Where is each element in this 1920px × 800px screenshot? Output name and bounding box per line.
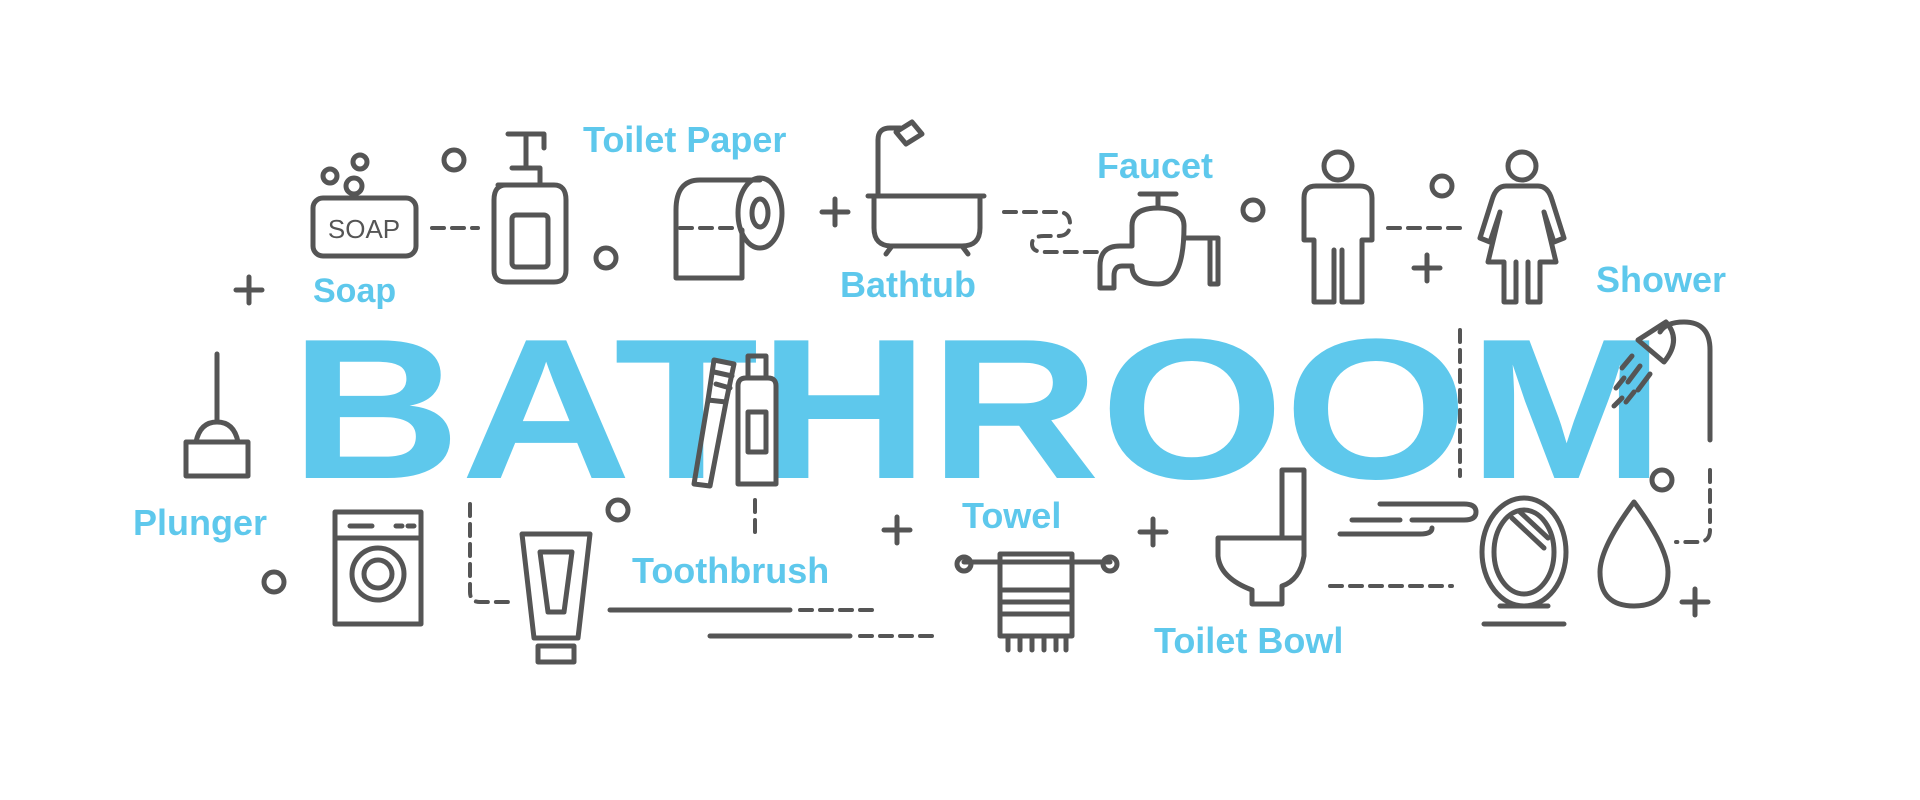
water-drop-icon [1597,499,1671,609]
decorative-circles [261,147,1675,595]
bathtub-icon [865,119,987,257]
man-icon [1301,149,1375,305]
toothbrush-icon [691,357,737,489]
label-plunger: Plunger [133,502,267,543]
label-toilet-paper: Toilet Paper [583,119,786,160]
decorative-plus-signs [233,196,1711,618]
cream-tube-icon [519,531,593,665]
label-shower: Shower [1596,259,1726,300]
toilet-paper-icon [673,175,785,281]
soap-icon: SOAP [310,152,419,259]
soap-bar-text: SOAP [328,214,400,244]
steam-icon [1337,501,1479,537]
toilet-icon [1215,467,1307,607]
soap-dispenser-icon [491,131,569,285]
connector-line [1002,210,1102,254]
label-bathtub: Bathtub [840,264,976,305]
mirror-icon [1479,495,1569,627]
shower-icon [1611,319,1713,443]
faucet-icon [1097,191,1221,291]
connector-line [1674,468,1712,544]
label-toothbrush: Toothbrush [632,550,829,591]
label-faucet: Faucet [1097,145,1213,186]
plunger-icon [183,351,251,479]
washing-machine-icon [332,509,424,627]
towel-icon [954,551,1120,653]
woman-icon [1477,149,1567,305]
connector-line [468,502,514,604]
page-title: BATHROOM [290,298,1665,521]
label-toilet-bowl: Toilet Bowl [1154,620,1343,661]
toothpaste-icon [735,353,779,487]
label-towel: Towel [962,495,1061,536]
label-soap: Soap [313,272,396,310]
